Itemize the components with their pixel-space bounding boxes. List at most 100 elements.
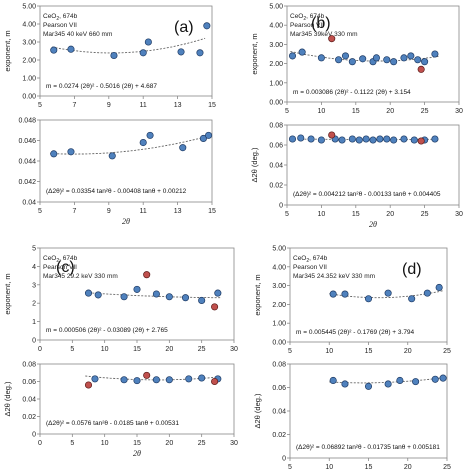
y-tick-label: 0.06 — [272, 385, 286, 392]
y-tick-label: 0.04 — [22, 200, 36, 207]
data-point — [364, 295, 373, 303]
x-tick-label: 5 — [38, 208, 42, 215]
x-tick-label: 10 — [101, 440, 109, 447]
y-tick-label: 5.00 — [269, 4, 283, 11]
plot-frame — [39, 5, 213, 97]
data-point — [383, 135, 391, 143]
sample-subscript: 2 — [306, 258, 309, 264]
y-tick-label: 1.00 — [269, 80, 283, 87]
x-tick-label: 25 — [198, 440, 206, 447]
x-tick-label: 30 — [455, 211, 463, 218]
chart-panel-2: 0.00 1.00 2.00 3.00 4.00 5.00 5 10 15 20 25 30 m = 0… — [250, 4, 463, 116]
panel-label: (d) — [402, 261, 422, 278]
x-tick-label: 20 — [404, 348, 412, 355]
y-tick-label: 0.06 — [269, 143, 283, 150]
data-point — [198, 374, 206, 382]
x-tick-label: 13 — [174, 102, 182, 109]
data-point — [329, 290, 337, 298]
x-tick-label: 5 — [288, 464, 292, 471]
y-tick-label: 2.00 — [272, 302, 286, 309]
y-tick-label: 0.06 — [22, 379, 36, 386]
y-tick-label: 0.04 — [22, 397, 36, 404]
x-tick-label: 7 — [72, 208, 76, 215]
x-tick-label: 11 — [140, 102, 147, 109]
data-point — [165, 376, 173, 384]
x-tick-label: 15 — [365, 464, 373, 471]
y-tick-label: 0.042 — [18, 179, 36, 186]
x-tick-label: 5 — [285, 108, 289, 115]
data-point — [203, 22, 211, 30]
sample-id: , 674b — [59, 13, 77, 20]
sample-label: CeO2, 674b — [293, 255, 328, 264]
y-tick-label: 0.00 — [272, 340, 286, 347]
instrument-label: Mar345 40 keV 660 mm — [43, 31, 112, 38]
sample-formula: CeO — [43, 13, 56, 20]
data-point — [50, 46, 58, 54]
x-tick-label: 9 — [107, 208, 111, 215]
data-point — [120, 376, 128, 384]
profile-label: Pearson VII — [293, 264, 327, 271]
data-point — [139, 49, 147, 57]
x-tick-label: 5 — [285, 211, 289, 218]
data-point — [317, 54, 325, 62]
x-tick-label: 11 — [140, 208, 147, 215]
chart-panel-5: 0 0.02 0.04 0.06 0.08 0 5 10 15 20 25 30 (Δ2θ)² = 0.… — [3, 362, 238, 459]
data-point — [144, 38, 152, 46]
data-point — [110, 51, 118, 60]
y-tick-label: 5.00 — [272, 246, 286, 253]
outlier-point — [417, 65, 425, 73]
x-tick-label: 10 — [318, 108, 326, 115]
sample-label: CeO2, 674b — [43, 13, 78, 22]
data-point — [359, 55, 367, 63]
sample-subscript: 2 — [303, 16, 306, 22]
fit-equation: (Δ2θ)² = 0.004212 tan²θ - 0.00133 tanθ +… — [293, 191, 441, 198]
data-point — [396, 376, 404, 385]
sample-subscript: 2 — [56, 16, 59, 22]
x-tick-label: 25 — [443, 348, 451, 355]
data-point — [307, 135, 315, 143]
data-point — [390, 136, 398, 144]
x-tick-label: 15 — [208, 102, 216, 109]
y-tick-label: 0 — [32, 432, 36, 439]
x-tick-label: 0 — [38, 440, 42, 447]
sample-id: , 674b — [309, 255, 327, 262]
x-tick-label: 5 — [70, 346, 74, 353]
data-point — [435, 283, 443, 292]
profile-label: Pearson VII — [43, 264, 77, 271]
data-point — [372, 54, 380, 62]
data-point — [431, 50, 439, 58]
y-tick-label: 0.00 — [269, 100, 283, 107]
data-point — [133, 377, 141, 385]
data-point — [335, 56, 343, 64]
outlier-point — [143, 371, 151, 379]
data-point — [50, 150, 58, 158]
y-tick-label: 0.02 — [269, 183, 283, 190]
y-tick-label: 0.04 — [272, 409, 286, 416]
x-tick-label: 15 — [352, 108, 360, 115]
chart-panel-3: 0 0.02 0.04 0.06 0.08 5 10 15 20 25 30 (Δ2θ)² = 0.0… — [250, 123, 463, 230]
chart-panel-6: 0.00 1.00 2.00 3.00 4.00 5.00 5 10 15 20 25 m = 0.0… — [253, 246, 451, 356]
data-point — [67, 45, 75, 53]
x-axis-label: 2θ — [122, 217, 130, 226]
data-point — [165, 293, 173, 301]
data-point — [181, 294, 190, 302]
data-point — [338, 136, 346, 144]
y-tick-label: 4.00 — [272, 264, 286, 271]
data-point — [214, 289, 222, 297]
data-point — [384, 380, 392, 388]
data-point — [329, 376, 337, 385]
fit-equation: m = 0.003086 (2θ)² - 0.1122 (2θ) + 3.154 — [293, 89, 411, 96]
data-point — [410, 136, 418, 144]
x-tick-label: 5 — [38, 102, 42, 109]
data-point — [408, 295, 416, 303]
y-axis-label: exponent, m — [253, 274, 262, 315]
fit-curve — [50, 135, 209, 155]
fit-curve — [85, 292, 222, 299]
x-tick-label: 9 — [107, 102, 111, 109]
y-tick-label: 0.02 — [272, 432, 286, 439]
data-point — [400, 135, 408, 143]
x-tick-label: 10 — [325, 464, 333, 471]
data-point — [412, 378, 420, 386]
y-tick-label: 1.00 — [22, 76, 36, 83]
